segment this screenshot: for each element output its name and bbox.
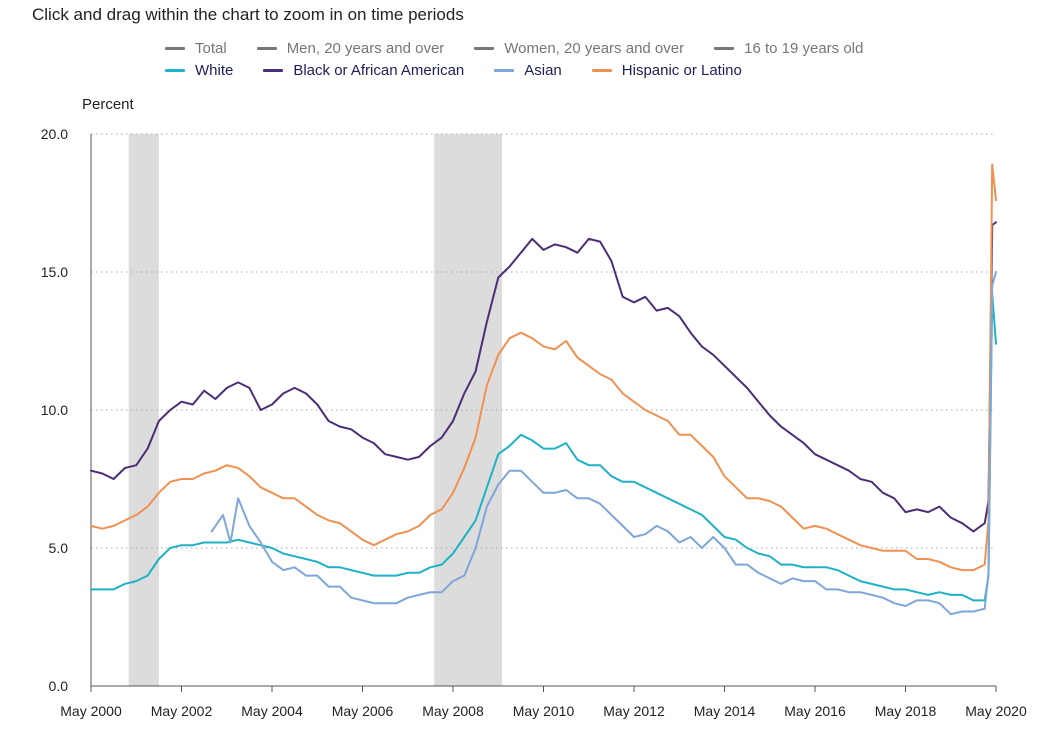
- chart-legend: Total Men, 20 years and over Women, 20 y…: [0, 38, 1059, 88]
- recession-band-0: [128, 134, 159, 686]
- legend-label: Asian: [524, 62, 562, 79]
- legend-swatch-icon: [591, 69, 612, 72]
- legend-item-white[interactable]: White: [165, 62, 233, 79]
- x-tick-label: May 2014: [694, 703, 756, 719]
- x-tick-label: May 2016: [784, 703, 846, 719]
- x-tick-label: May 2018: [875, 703, 937, 719]
- y-tick-label: 0.0: [49, 678, 69, 694]
- legend-label: Total: [195, 40, 227, 57]
- chart-instruction: Click and drag within the chart to zoom …: [32, 5, 464, 24]
- series-line-black-or-african-american[interactable]: [90, 221, 997, 533]
- recession-shading-layer: [128, 134, 503, 686]
- x-tick-label: May 2002: [151, 703, 213, 719]
- legend-swatch-icon: [474, 47, 495, 50]
- legend-item-teens[interactable]: 16 to 19 years old: [714, 40, 863, 57]
- x-tick-label: May 2020: [965, 703, 1027, 719]
- y-tick-labels: 0.0 5.0 10.0 15.0 20.0: [41, 126, 68, 694]
- legend-swatch-icon: [256, 47, 277, 50]
- legend-swatch-icon: [165, 69, 185, 72]
- x-tick-label: May 2006: [332, 703, 394, 719]
- legend-row-active: White Black or African American Asian Hi…: [165, 62, 772, 79]
- y-tick-label: 10.0: [41, 402, 68, 418]
- legend-swatch-icon: [714, 47, 735, 50]
- x-tick-label: May 2012: [603, 703, 665, 719]
- legend-item-hispanic[interactable]: Hispanic or Latino: [591, 62, 742, 79]
- y-tick-label: 20.0: [41, 126, 68, 142]
- recession-band-1: [434, 134, 503, 686]
- x-tick-label: May 2000: [60, 703, 122, 719]
- legend-swatch-icon: [165, 47, 185, 50]
- legend-row-inactive: Total Men, 20 years and over Women, 20 y…: [165, 40, 893, 57]
- y-axis-title: Percent: [82, 96, 134, 113]
- legend-label: 16 to 19 years old: [744, 40, 864, 57]
- legend-label: Women, 20 years and over: [504, 40, 685, 57]
- x-tick-label: May 2010: [513, 703, 575, 719]
- legend-item-asian[interactable]: Asian: [494, 62, 562, 79]
- legend-label: Black or African American: [293, 62, 465, 79]
- series-lines[interactable]: [90, 163, 997, 616]
- y-tick-label: 15.0: [41, 264, 68, 280]
- gridlines: [91, 133, 996, 549]
- y-tick-label: 5.0: [49, 540, 69, 556]
- legend-swatch-icon: [494, 69, 515, 72]
- legend-swatch-icon: [263, 69, 284, 72]
- x-tick-labels: May 2000 May 2002 May 2004 May 2006 May 2008…: [60, 686, 1027, 719]
- legend-label: Men, 20 years and over: [286, 40, 445, 57]
- x-tick-label: May 2008: [422, 703, 484, 719]
- legend-item-total[interactable]: Total: [165, 40, 227, 57]
- legend-item-women[interactable]: Women, 20 years and over: [474, 40, 684, 57]
- legend-item-men[interactable]: Men, 20 years and over: [256, 40, 445, 57]
- series-line-white[interactable]: [90, 293, 997, 602]
- legend-label: Hispanic or Latino: [621, 62, 742, 79]
- series-line-asian[interactable]: [210, 271, 997, 616]
- series-line-hispanic-or-latino[interactable]: [90, 163, 997, 572]
- legend-item-black[interactable]: Black or African American: [263, 62, 464, 79]
- x-tick-label: May 2004: [241, 703, 303, 719]
- legend-label: White: [195, 62, 234, 79]
